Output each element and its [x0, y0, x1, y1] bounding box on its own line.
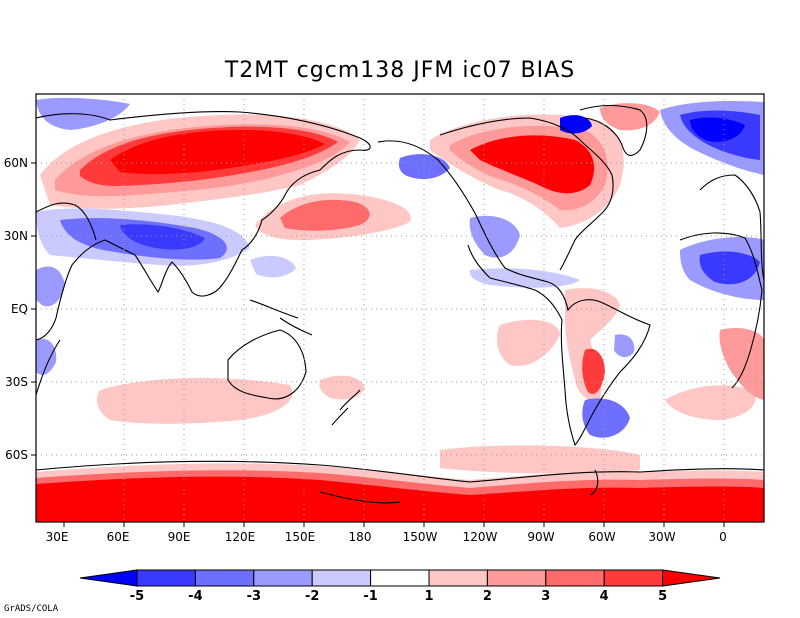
lon-label: 120E — [225, 530, 256, 544]
lat-label: EQ — [11, 302, 28, 316]
coastlines — [36, 104, 764, 504]
lon-label: 150W — [403, 530, 438, 544]
colorbar: -5 -4 -3 -2 -1 1 2 3 4 5 — [79, 569, 721, 604]
map-title: T2MT cgcm138 JFM ic07 BIAS — [224, 58, 576, 83]
colorbar-swatch — [194, 569, 255, 587]
colorbar-swatch — [545, 569, 605, 587]
colorbar-swatch — [428, 569, 488, 587]
colorbar-swatch — [253, 569, 313, 587]
colorbar-swatch — [136, 569, 196, 587]
lon-label: 90W — [527, 530, 554, 544]
colorbar-label: 3 — [541, 589, 550, 604]
lon-label: 30W — [648, 530, 675, 544]
colorbar-high-arrow — [662, 569, 721, 587]
lat-label: 60S — [5, 448, 28, 462]
colorbar-swatch — [603, 569, 664, 587]
map-frame — [35, 93, 765, 523]
lon-label: 180 — [349, 530, 372, 544]
lon-label: 150E — [285, 530, 316, 544]
lon-label: 0 — [719, 530, 727, 544]
credit-label: GrADS/COLA — [4, 604, 59, 614]
colorbar-swatch — [370, 569, 430, 587]
lon-label: 60W — [588, 530, 615, 544]
colorbar-label: -2 — [305, 589, 319, 604]
colorbar-label: -5 — [130, 589, 144, 604]
lon-label: 30E — [46, 530, 69, 544]
lon-label: 90E — [168, 530, 191, 544]
colorbar-label: -3 — [247, 589, 261, 604]
colorbar-swatch — [486, 569, 547, 587]
colorbar-label: 4 — [600, 589, 609, 604]
lat-labels: 60N 30N EQ 30S 60S — [4, 156, 28, 462]
lon-label: 120W — [463, 530, 498, 544]
colorbar-label: 2 — [483, 589, 492, 604]
colorbar-label: -1 — [363, 589, 377, 604]
colorbar-label: 5 — [658, 589, 667, 604]
lat-label: 30S — [5, 375, 28, 389]
axis-ticks — [31, 162, 725, 527]
map-area — [36, 94, 764, 522]
lat-label: 60N — [4, 156, 28, 170]
lon-label: 60E — [107, 530, 130, 544]
lat-label: 30N — [4, 229, 28, 243]
colorbar-label: -4 — [188, 589, 202, 604]
lon-labels: 30E 60E 90E 120E 150E 180 150W 120W 90W … — [46, 530, 727, 544]
colorbar-low-arrow — [79, 569, 138, 587]
warm-bias-field — [36, 103, 764, 522]
colorbar-label: 1 — [424, 589, 433, 604]
colorbar-swatch — [311, 569, 372, 587]
